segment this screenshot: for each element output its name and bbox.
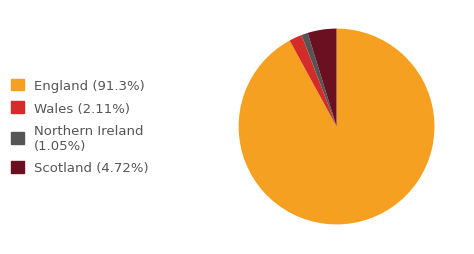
Wedge shape xyxy=(290,36,337,127)
Wedge shape xyxy=(301,34,337,127)
Wedge shape xyxy=(238,29,435,225)
Wedge shape xyxy=(308,29,337,127)
Legend: England (91.3%), Wales (2.11%), Northern Ireland
(1.05%), Scotland (4.72%): England (91.3%), Wales (2.11%), Northern… xyxy=(7,75,153,179)
